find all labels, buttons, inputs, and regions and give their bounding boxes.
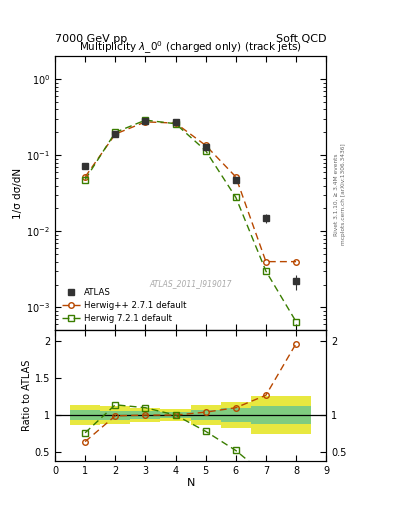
Y-axis label: Ratio to ATLAS: Ratio to ATLAS bbox=[22, 360, 32, 431]
Legend: ATLAS, Herwig++ 2.7.1 default, Herwig 7.2.1 default: ATLAS, Herwig++ 2.7.1 default, Herwig 7.… bbox=[59, 285, 189, 326]
Title: Multiplicity $\lambda\_0^0$ (charged only) (track jets): Multiplicity $\lambda\_0^0$ (charged onl… bbox=[79, 39, 302, 56]
X-axis label: N: N bbox=[186, 478, 195, 488]
Text: 7000 GeV pp: 7000 GeV pp bbox=[55, 33, 127, 44]
Text: Soft QCD: Soft QCD bbox=[276, 33, 326, 44]
Text: ATLAS_2011_I919017: ATLAS_2011_I919017 bbox=[149, 279, 232, 288]
Text: Rivet 3.1.10, ≥ 3.4M events: Rivet 3.1.10, ≥ 3.4M events bbox=[334, 153, 338, 236]
Text: mcplots.cern.ch [arXiv:1306.3436]: mcplots.cern.ch [arXiv:1306.3436] bbox=[342, 144, 346, 245]
Y-axis label: 1/σ dσ/dN: 1/σ dσ/dN bbox=[13, 168, 24, 219]
